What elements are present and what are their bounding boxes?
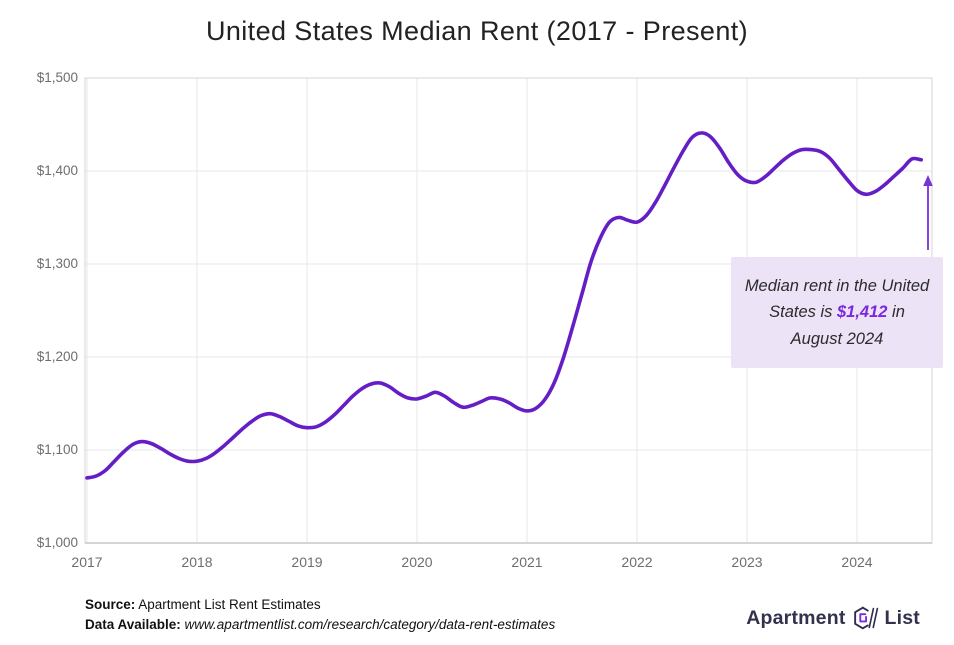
logo-word-apartment: Apartment <box>746 606 846 629</box>
y-axis-tick-label: $1,000 <box>36 535 78 550</box>
gridlines <box>85 77 932 544</box>
x-axis-tick-label: 2023 <box>731 554 763 570</box>
footer-source-line: Source: Apartment List Rent Estimates <box>85 595 555 615</box>
annotation-text-before: Median rent in the United States is <box>744 276 930 322</box>
median-rent-line <box>85 131 923 480</box>
data-available-label: Data Available: <box>85 617 181 632</box>
x-axis-tick-label: 2019 <box>291 554 323 570</box>
y-axis-tick-label: $1,200 <box>36 349 78 364</box>
x-axis-tick-label: 2022 <box>621 554 653 570</box>
x-axis-tick-label: 2020 <box>401 554 433 570</box>
source-label: Source: <box>85 597 136 612</box>
y-axis-tick-label: $1,400 <box>36 163 78 178</box>
data-available-url: www.apartmentlist.com/research/category/… <box>180 617 556 632</box>
chart-title: United States Median Rent (2017 - Presen… <box>205 16 749 46</box>
source-text: Apartment List Rent Estimates <box>135 597 321 612</box>
x-axis-tick-label: 2018 <box>181 554 213 570</box>
annotation-text-after: in August 2024 <box>790 303 905 348</box>
y-axis-tick-label: $1,100 <box>36 442 78 457</box>
logo-word-list: List <box>884 606 920 629</box>
apartment-list-house-icon <box>852 605 879 631</box>
annotation-arrow <box>923 175 933 250</box>
footer: Source: Apartment List Rent Estimates Da… <box>85 595 555 635</box>
footer-data-line: Data Available: www.apartmentlist.com/re… <box>85 615 555 635</box>
x-axis-tick-label: 2017 <box>71 554 103 570</box>
annotation-text: Median rent in the United States is $1,4… <box>743 273 931 352</box>
annotation-value: $1,412 <box>836 303 888 322</box>
y-axis-tick-label: $1,500 <box>36 70 78 85</box>
annotation-callout: Median rent in the United States is $1,4… <box>731 257 943 368</box>
apartment-list-logo: Apartment List <box>746 603 920 633</box>
x-axis-tick-label: 2021 <box>511 554 543 570</box>
y-axis-tick-label: $1,300 <box>36 256 78 271</box>
x-axis-tick-label: 2024 <box>841 554 873 570</box>
